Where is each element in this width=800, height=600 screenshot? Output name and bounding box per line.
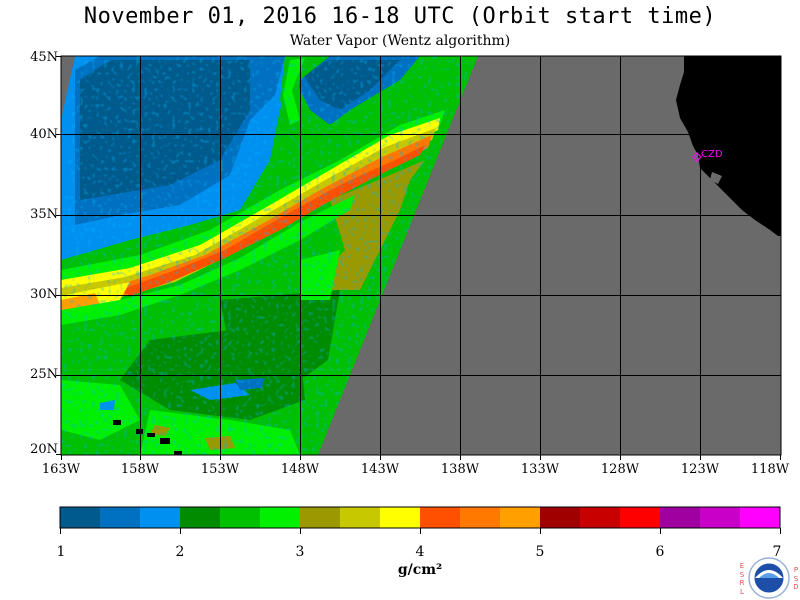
lat-label-30n: 30N — [30, 287, 58, 302]
colorbar-tick-1: 1 — [56, 544, 66, 560]
axis-ticks — [56, 56, 781, 460]
lon-label-143w: 143W — [360, 462, 400, 477]
colorbar-swatch — [60, 507, 101, 528]
colorbar-swatch — [380, 507, 421, 528]
colorbar-tick-7: 7 — [772, 544, 782, 560]
lon-label-133w: 133W — [520, 462, 560, 477]
lat-lon-grid — [61, 56, 781, 455]
colorbar-swatch — [580, 507, 621, 528]
station-marker: CZD — [692, 149, 723, 162]
lat-label-45n: 45N — [30, 50, 58, 65]
colorbar-swatch — [500, 507, 541, 528]
colorbar-swatch — [100, 507, 141, 528]
page-title: November 01, 2016 16-18 UTC (Orbit start… — [83, 4, 717, 29]
colorbar-swatch — [300, 507, 341, 528]
colorbar-tick-3: 3 — [295, 544, 305, 560]
colorbar-swatch — [700, 507, 741, 528]
colorbar-swatch — [740, 507, 781, 528]
hawaiian-islands — [113, 420, 182, 455]
page-subtitle: Water Vapor (Wentz algorithm) — [289, 33, 511, 49]
colorbar-tick-2: 2 — [175, 544, 185, 560]
colorbar-swatch — [260, 507, 301, 528]
lon-label-138w: 138W — [440, 462, 480, 477]
lon-label-123w: 123W — [680, 462, 720, 477]
swath-texture — [61, 56, 478, 455]
colorbar-swatch — [540, 507, 581, 528]
colorbar — [59, 506, 781, 534]
station-label: CZD — [701, 149, 723, 160]
lon-label-158w: 158W — [120, 462, 160, 477]
colorbar-swatch — [220, 507, 261, 528]
lat-label-20n: 20N — [30, 442, 58, 457]
colorbar-tick-4: 4 — [415, 544, 425, 560]
land-california — [676, 56, 781, 236]
colorbar-tick-5: 5 — [535, 544, 545, 560]
map-frame — [60, 55, 782, 456]
san-francisco-bay — [710, 172, 722, 184]
colorbar-swatch — [420, 507, 461, 528]
colorbar-tick-6: 6 — [655, 544, 665, 560]
colorbar-swatch — [620, 507, 661, 528]
lat-label-25n: 25N — [30, 367, 58, 382]
lon-label-148w: 148W — [280, 462, 320, 477]
noaa-emblem-icon — [748, 557, 790, 599]
colorbar-units: g/cm² — [397, 562, 443, 578]
lon-label-118w: 118W — [750, 462, 790, 477]
colorbar-swatch — [660, 507, 701, 528]
colorbar-swatch — [140, 507, 181, 528]
colorbar-swatch — [180, 507, 221, 528]
colorbar-swatch — [460, 507, 501, 528]
lon-label-163w: 163W — [41, 462, 81, 477]
map-field: CZD — [61, 56, 781, 455]
lon-label-128w: 128W — [600, 462, 640, 477]
colorbar-swatch — [340, 507, 381, 528]
lon-label-153w: 153W — [200, 462, 240, 477]
lat-label-35n: 35N — [30, 207, 58, 222]
lat-label-40n: 40N — [30, 127, 58, 142]
